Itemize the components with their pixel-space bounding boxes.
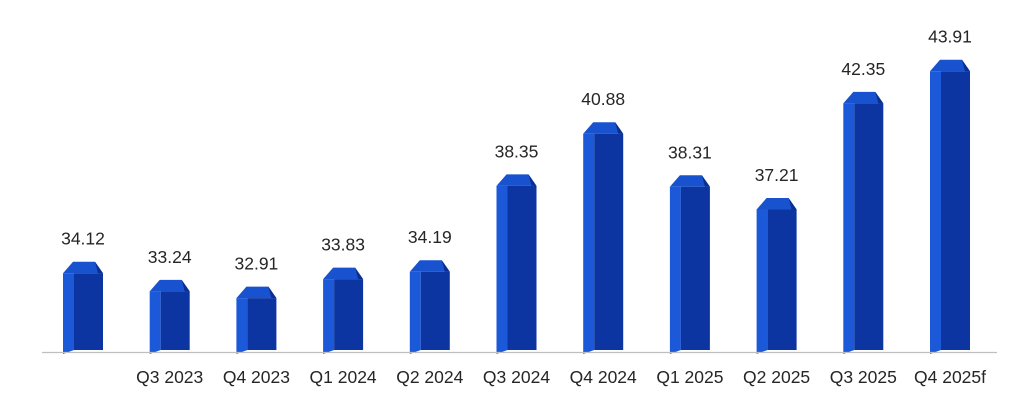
- bar-top-shade: [181, 279, 190, 292]
- category-label: Q2 2024: [396, 367, 463, 387]
- value-label: 42.35: [841, 59, 885, 79]
- bar-side-face: [930, 71, 941, 354]
- bar-side-face: [583, 133, 595, 354]
- bar-top-face: [496, 174, 537, 186]
- bar-top-shade: [95, 261, 103, 274]
- bar-top-face: [583, 122, 624, 134]
- category-label: Q4 2025f: [914, 367, 986, 387]
- bar-side-face: [843, 103, 855, 354]
- bar-front-face: [247, 298, 277, 350]
- bar-top-shade: [875, 91, 884, 104]
- bar-front-face: [854, 103, 884, 350]
- value-label: 33.24: [148, 247, 192, 267]
- value-label: 40.88: [581, 89, 625, 109]
- bar-group: [756, 197, 797, 354]
- bar-top-face: [63, 261, 103, 274]
- value-label: 32.91: [235, 254, 279, 274]
- category-label: Q4 2023: [223, 367, 290, 387]
- category-label: Q3 2025: [830, 367, 897, 387]
- category-axis-labels: Q3 2023 Q4 2023 Q1 2024 Q2 2024 Q3 2024 Q4 20…: [136, 367, 986, 387]
- bars-layer: [63, 59, 970, 354]
- bar-group: [323, 267, 364, 354]
- bar-front-face: [941, 71, 970, 350]
- bar-top-shade: [701, 175, 710, 187]
- bar-top-shade: [355, 267, 364, 280]
- value-label: 38.35: [495, 141, 539, 161]
- value-labels-layer: 34.12 33.24 32.91 33.83 34.19 38.35 40.88 38.31…: [61, 27, 972, 274]
- bar-top-face: [323, 267, 364, 280]
- bar-top-face: [236, 286, 277, 299]
- category-label: Q4 2024: [570, 367, 637, 387]
- value-label: 38.31: [668, 142, 712, 162]
- bar-group: [930, 59, 970, 354]
- value-label: 33.83: [321, 235, 365, 255]
- bar-group: [63, 261, 103, 354]
- bar-top-face: [409, 260, 450, 272]
- bar-top-shade: [962, 59, 970, 72]
- bar-group: [496, 174, 537, 354]
- bar-front-face: [594, 133, 624, 350]
- bar-group: [583, 122, 624, 354]
- bar-group: [236, 286, 277, 354]
- category-label: Q2 2025: [743, 367, 810, 387]
- bar-top-shade: [615, 122, 624, 134]
- bar-top-face: [756, 197, 797, 210]
- bar-side-face: [236, 298, 248, 354]
- bar-side-face: [409, 271, 421, 354]
- bar-front-face: [680, 186, 710, 350]
- value-label: 43.91: [928, 27, 972, 47]
- bar-group: [843, 91, 884, 354]
- bar-side-face: [756, 209, 768, 354]
- bar-front-face: [334, 279, 364, 350]
- bar-side-face: [496, 185, 508, 354]
- bar-top-shade: [268, 286, 277, 299]
- category-label: Q1 2024: [310, 367, 377, 387]
- bar-side-face: [149, 291, 161, 354]
- bar-top-face: [930, 59, 970, 72]
- bar-top-shade: [528, 174, 537, 186]
- bar-side-face: [669, 186, 681, 354]
- value-label: 34.19: [408, 227, 452, 247]
- bar-front-face: [420, 271, 450, 350]
- bar-top-shade: [441, 260, 450, 272]
- bar-side-face: [63, 273, 74, 354]
- bar-top-shade: [788, 197, 797, 210]
- bar-group: [409, 260, 450, 354]
- bar-group: [669, 175, 710, 354]
- bar-front-face: [767, 209, 797, 350]
- bar-side-face: [323, 279, 335, 354]
- category-label: Q3 2024: [483, 367, 550, 387]
- value-label: 37.21: [755, 165, 799, 185]
- bar-front-face: [74, 273, 103, 350]
- category-label: Q1 2025: [656, 367, 723, 387]
- bar-front-face: [160, 291, 190, 350]
- bar-group: [149, 279, 190, 354]
- value-label: 34.12: [61, 229, 105, 249]
- bar-top-face: [149, 279, 190, 292]
- bar-top-face: [843, 91, 884, 104]
- category-label: Q3 2023: [136, 367, 203, 387]
- bar-top-face: [669, 175, 710, 187]
- bar-front-face: [507, 185, 537, 350]
